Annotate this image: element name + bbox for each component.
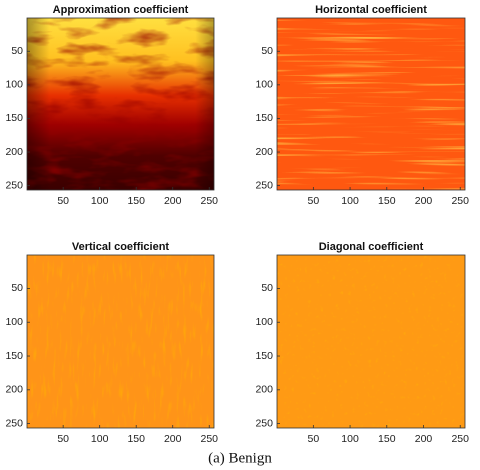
y-tick-label: 50 bbox=[261, 282, 273, 294]
image-texture bbox=[277, 255, 465, 428]
x-tick-label: 50 bbox=[308, 433, 320, 445]
y-tick-label: 150 bbox=[255, 350, 273, 362]
axes-frame bbox=[26, 254, 215, 429]
x-tick-label: 250 bbox=[451, 433, 469, 445]
y-tick-label: 50 bbox=[11, 282, 23, 294]
x-tick-label: 150 bbox=[127, 195, 145, 207]
y-tick-label: 250 bbox=[255, 179, 273, 191]
x-tick-label: 100 bbox=[91, 195, 109, 207]
y-tick-label: 200 bbox=[255, 146, 273, 158]
x-tick-label: 100 bbox=[341, 195, 359, 207]
y-tick-label: 150 bbox=[255, 112, 273, 124]
y-tick-label: 200 bbox=[5, 146, 23, 158]
y-tick-label: 200 bbox=[255, 384, 273, 396]
image-shade bbox=[27, 18, 214, 190]
x-tick-label: 200 bbox=[415, 195, 433, 207]
x-tick-label: 200 bbox=[164, 195, 182, 207]
axes-frame bbox=[276, 254, 466, 429]
panel-title: Approximation coefficient bbox=[53, 4, 189, 16]
axes-frame bbox=[276, 17, 466, 191]
x-tick-label: 250 bbox=[200, 433, 218, 445]
x-tick-label: 50 bbox=[57, 195, 69, 207]
y-tick-label: 200 bbox=[5, 384, 23, 396]
coefficient-image bbox=[27, 255, 214, 428]
y-tick-label: 150 bbox=[5, 350, 23, 362]
y-tick-label: 100 bbox=[5, 316, 23, 328]
y-tick-label: 50 bbox=[261, 45, 273, 57]
x-tick-label: 50 bbox=[57, 433, 69, 445]
x-tick-label: 150 bbox=[378, 195, 396, 207]
y-tick-label: 250 bbox=[5, 179, 23, 191]
panel-title: Horizontal coefficient bbox=[315, 4, 427, 16]
x-tick-label: 100 bbox=[341, 433, 359, 445]
x-tick-label: 200 bbox=[164, 433, 182, 445]
x-tick-label: 250 bbox=[451, 195, 469, 207]
x-tick-label: 50 bbox=[308, 195, 320, 207]
figure-caption: (a) Benign bbox=[208, 450, 272, 466]
y-tick-label: 150 bbox=[5, 112, 23, 124]
x-tick-label: 250 bbox=[200, 195, 218, 207]
y-tick-label: 250 bbox=[5, 417, 23, 429]
panel-title: Diagonal coefficient bbox=[319, 241, 424, 253]
x-tick-label: 150 bbox=[127, 433, 145, 445]
x-tick-label: 100 bbox=[91, 433, 109, 445]
x-tick-label: 200 bbox=[415, 433, 433, 445]
y-tick-label: 50 bbox=[11, 45, 23, 57]
axes-frame bbox=[26, 17, 215, 191]
y-tick-label: 100 bbox=[5, 79, 23, 91]
x-tick-label: 150 bbox=[378, 433, 396, 445]
coefficient-image bbox=[277, 255, 465, 428]
panel-title: Vertical coefficient bbox=[72, 241, 170, 253]
y-tick-label: 100 bbox=[255, 79, 273, 91]
y-tick-label: 100 bbox=[255, 316, 273, 328]
image-texture bbox=[27, 255, 214, 428]
y-tick-label: 250 bbox=[255, 417, 273, 429]
coefficient-image bbox=[27, 18, 214, 190]
coefficient-image bbox=[277, 18, 465, 190]
image-texture bbox=[277, 18, 465, 190]
